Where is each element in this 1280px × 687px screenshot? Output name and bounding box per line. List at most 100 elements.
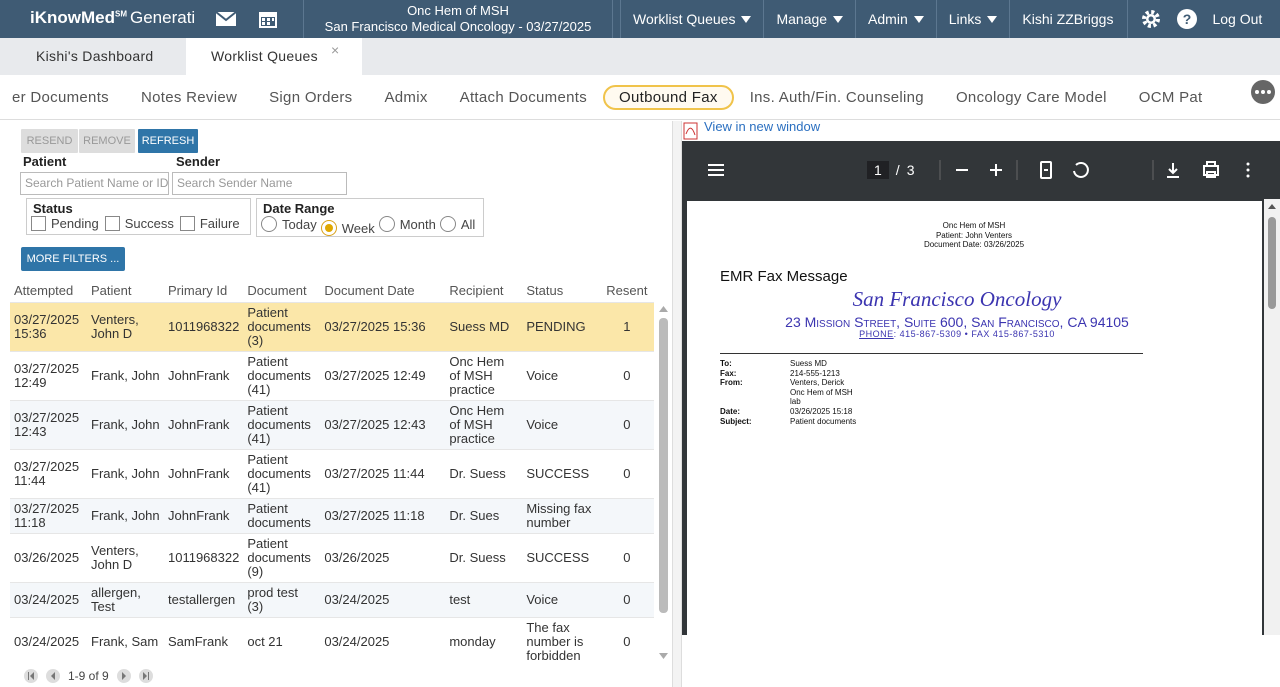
column-header[interactable]: Document Date [324,283,415,299]
cell [599,498,654,533]
radio[interactable] [439,216,456,232]
field-label: Subject: [720,416,752,426]
button[interactable]: RESEND [21,129,78,153]
field-label: Date: [720,407,741,416]
cell: 0 [623,549,631,565]
checkbox-option[interactable]: Failure [179,216,240,231]
column-header[interactable]: Document [247,283,307,299]
row[interactable]: 03/27/2025 12:43 Frank, John JohnFrank Pati… [10,400,655,449]
status-filter: Status Pending Success Failure [26,198,251,235]
cell: 0 [623,633,631,649]
open-link[interactable]: View in new window [704,119,821,134]
option-label: Today [282,216,317,232]
cell: 03/26/2025 [14,549,80,565]
field-value: Onc Hem of MSH [790,387,853,397]
page-input[interactable]: 1 [867,161,889,179]
row[interactable]: 03/27/2025 12:49 Frank, John JohnFrank Pati… [10,351,655,400]
radio-option[interactable]: Month [378,216,436,232]
label: Status [33,201,73,216]
pdf-toolbar-icons[interactable] [682,141,1280,199]
queue-tab[interactable]: Sign Orders [269,89,353,106]
radio-option[interactable]: Week [320,220,375,236]
button[interactable]: REFRESH [138,129,198,153]
row[interactable]: 03/24/2025 allergen, Test testallergen prod… [10,582,655,617]
cell: 03/27/2025 11:44 [324,465,425,481]
queue-tab[interactable]: Attach Documents [459,89,588,106]
checkbox[interactable] [179,216,195,231]
column-header[interactable]: Attempted [14,283,74,299]
tab-active[interactable]: Worklist Queues × [186,38,362,75]
radio-option[interactable]: All [439,216,475,232]
cell: Missing fax number [526,500,592,530]
cell: JohnFrank [168,507,230,523]
logo[interactable]: iKnowMedSM Generati [30,8,195,28]
row[interactable]: 03/27/2025 15:36 Venters, John D 101196832… [10,302,655,351]
column-header[interactable]: Recipient [449,283,504,299]
cell: JohnFrank [168,416,230,432]
row[interactable]: 03/27/2025 11:44 Frank, John JohnFrank Pati… [10,449,655,498]
radio[interactable] [261,216,277,232]
search-input[interactable]: Search Patient Name or ID [20,172,169,195]
logout[interactable]: Log Out [1212,11,1263,27]
more-button[interactable] [1250,79,1276,105]
pdf-scrollbar[interactable] [1264,199,1280,635]
column-header[interactable]: Patient [91,283,132,299]
table-head: Attempted Patient Primary Id Document Docume… [10,280,654,302]
tab-bar: Kishi's Dashboard Worklist Queues × [0,38,1280,75]
menu[interactable]: Links [935,0,1010,38]
user[interactable]: Kishi ZZBriggs [1009,0,1127,38]
radio-option[interactable]: Today [261,216,317,232]
more-filters-button[interactable]: MORE FILTERS ... [21,247,125,271]
cell: SUCCESS [526,549,590,565]
cell: Frank, John [91,507,160,523]
row[interactable]: 03/26/2025 Venters, John D 1011968322 Patie… [10,533,655,582]
close-icon[interactable]: × [331,42,340,58]
button[interactable]: REMOVE [79,129,135,153]
cell: 1011968322 [168,549,240,565]
menu[interactable]: Admin [855,0,936,38]
checkbox-option[interactable]: Pending [31,216,99,231]
settings-icon[interactable] [1140,8,1162,30]
menu[interactable]: Worklist Queues [620,0,763,38]
cell: SUCCESS [526,465,590,481]
menu-label: Worklist Queues [633,11,736,27]
splitter[interactable] [672,121,682,687]
tab[interactable]: Kishi's Dashboard [36,48,154,64]
cell: Patient documents (41) [247,353,311,397]
radio[interactable] [320,220,337,236]
queue-tab[interactable]: Outbound Fax [603,85,734,110]
checkbox[interactable] [104,216,120,231]
queue-tab[interactable]: Notes Review [140,89,238,106]
letterhead-contact: PHONE: 415-867-5309 • FAX 415-867-5310 [687,329,1227,339]
column-header[interactable]: Status [526,283,564,299]
queue-tab[interactable]: Oncology Care Model [955,89,1107,106]
queue-tab[interactable]: OCM Pat [1138,89,1203,106]
cell: 03/24/2025 [14,591,80,607]
label: Sender [176,154,221,169]
radio[interactable] [378,216,395,232]
help-icon[interactable]: ? [1176,8,1198,30]
cell: 03/27/2025 11:18 [14,500,80,530]
checkbox-option[interactable]: Success [104,216,174,231]
pager: 1-9 of 9 [24,669,153,683]
cell: Frank, John [91,465,160,481]
cell: Onc Hem of MSH practice [449,402,505,446]
calendar-icon[interactable] [257,8,279,30]
row[interactable]: 03/27/2025 11:18 Frank, John JohnFrank Pati… [10,498,655,533]
queue-tab[interactable]: er Documents [12,89,109,106]
checkbox[interactable] [31,216,46,231]
row[interactable]: 03/24/2025 Frank, Sam SamFrank oct 21 03/24/… [10,617,655,666]
contact-numbers: : 415-867-5309 • FAX 415-867-5310 [893,329,1055,339]
cell: 03/27/2025 11:18 [324,507,425,523]
field-value: 214-555-1213 [790,368,840,378]
menu[interactable]: Manage [763,0,855,38]
mail-icon[interactable] [215,10,237,28]
queue-tab[interactable]: Admix [384,89,428,106]
queue-tab[interactable]: Ins. Auth/Fin. Counseling [749,89,924,106]
column-header[interactable]: Resent [606,283,648,299]
search-input[interactable]: Search Sender Name [172,172,347,195]
doc-title: EMR Fax Message [720,268,848,285]
cell: Patient documents (41) [247,451,311,495]
column-header[interactable]: Primary Id [168,283,228,299]
